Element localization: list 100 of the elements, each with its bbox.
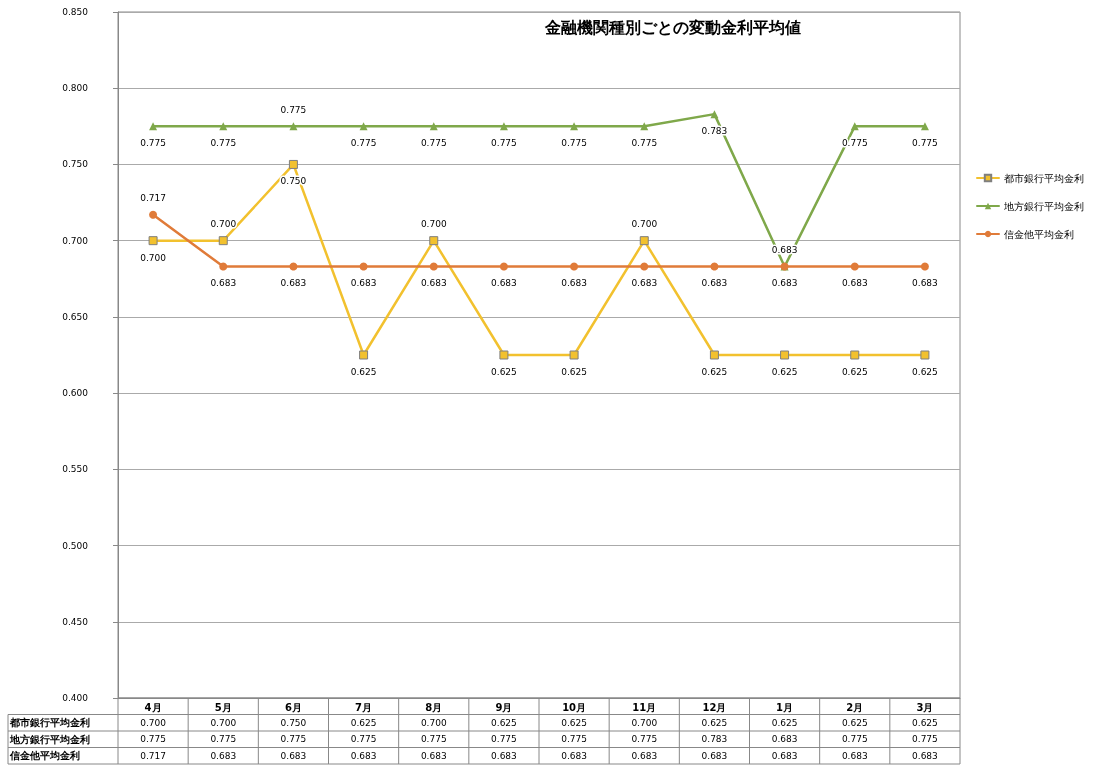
point	[570, 262, 579, 271]
x-tick-label: 10月	[562, 701, 587, 713]
y-tick-label: 0.700	[62, 235, 89, 246]
text: 0.775	[491, 137, 517, 148]
x-tick-label: 3月	[916, 701, 934, 713]
point	[359, 122, 368, 131]
data-label: 0.717	[140, 750, 166, 761]
text: 0.625	[561, 367, 587, 377]
point	[640, 262, 649, 271]
y-tick-label: 0.550	[62, 464, 89, 475]
x-tick-label: 12月	[702, 701, 727, 713]
x-tick-label: 9月	[495, 701, 513, 713]
text: 0.625	[350, 367, 377, 377]
legend-label: 信金他平均金利	[1004, 228, 1074, 240]
data-label: 0.625	[841, 717, 868, 728]
text: 地方銀行平均金利	[10, 733, 90, 745]
y-tick-label: 0.400	[62, 693, 89, 703]
data-label: 0.775	[420, 734, 447, 745]
data-label: 0.700	[210, 717, 237, 728]
data-label: 0.625	[561, 717, 587, 728]
point	[149, 122, 158, 131]
point	[499, 262, 508, 271]
text: 0.775	[210, 137, 237, 148]
text: 0.700	[140, 252, 166, 263]
y-tick-label: 0.750	[62, 159, 89, 170]
data-label: 0.683	[631, 750, 658, 761]
data-label: 0.625	[350, 717, 377, 728]
chart-title: 金融機関種別ごとの変動金利平均値	[544, 17, 801, 37]
data-label: 0.700	[140, 717, 167, 728]
data-label: 0.683	[771, 734, 798, 745]
x-tick-label: 7月	[355, 701, 373, 713]
data-label: 0.700	[420, 717, 447, 728]
y-tick-label: 0.450	[62, 616, 89, 627]
text: 0.683	[912, 278, 938, 289]
text: 0.683	[631, 278, 658, 289]
data-label: 0.683	[210, 750, 237, 761]
text: 0.775	[350, 137, 377, 148]
text: 0.717	[140, 193, 166, 204]
text: 0.700	[210, 218, 237, 229]
data-label: 0.750	[280, 717, 307, 728]
point	[710, 262, 719, 271]
text: 0.625	[841, 367, 868, 377]
text: 0.683	[350, 278, 377, 289]
x-tick-label: 8月	[425, 701, 443, 713]
y-tick-label: 0.500	[62, 540, 89, 551]
x-tick-label: 6月	[284, 701, 302, 713]
point	[570, 122, 579, 131]
data-label: 0.683	[491, 750, 517, 761]
data-label: 0.683	[701, 750, 728, 761]
point	[850, 350, 860, 360]
x-tick-label: 4月	[144, 701, 162, 713]
data-label: 0.775	[280, 734, 307, 745]
data-label: 0.625	[771, 717, 798, 728]
point	[850, 262, 859, 271]
point	[920, 262, 929, 271]
data-label: 0.683	[420, 750, 447, 761]
data-label: 0.683	[841, 750, 868, 761]
x-tick-label: 1月	[776, 701, 794, 713]
data-label: 0.775	[491, 734, 517, 745]
text: 0.683	[561, 278, 587, 289]
text: 0.683	[701, 278, 728, 289]
point	[499, 350, 509, 360]
text: 0.775	[280, 104, 307, 115]
text: 0.683	[841, 278, 868, 289]
x-tick-label: 5月	[214, 701, 232, 713]
data-label: 0.775	[912, 734, 938, 745]
data-label: 0.683	[280, 750, 307, 761]
data-label: 0.683	[771, 750, 798, 761]
y-tick-label: 0.800	[62, 83, 89, 94]
text: 0.775	[420, 137, 447, 148]
text: 0.683	[491, 278, 517, 289]
text: 0.625	[701, 367, 728, 377]
text: 信金他平均金利	[10, 750, 80, 762]
point	[149, 210, 158, 219]
text: 0.700	[631, 218, 658, 229]
point	[359, 350, 369, 360]
data-label: 0.625	[491, 717, 517, 728]
legend-label: 都市銀行平均金利	[1004, 172, 1084, 184]
text: 0.775	[140, 137, 166, 148]
point	[780, 350, 790, 360]
data-label: 0.775	[210, 734, 237, 745]
y-tick-label: 0.600	[62, 388, 89, 399]
text: 0.625	[771, 367, 798, 377]
point	[709, 350, 719, 360]
text: 0.683	[771, 278, 798, 289]
point	[218, 236, 228, 246]
data-label: 0.625	[912, 717, 938, 728]
text: 0.683	[420, 278, 447, 289]
point	[359, 262, 368, 271]
y-tick-label: 0.850	[62, 7, 89, 17]
point	[148, 236, 158, 246]
text: 0.775	[912, 137, 938, 148]
point	[639, 236, 649, 246]
point	[710, 110, 719, 119]
legend-label: 地方銀行平均金利	[1003, 200, 1084, 212]
data-label: 0.775	[140, 734, 166, 745]
x-tick-label: 11月	[632, 701, 657, 713]
text: 0.775	[631, 137, 658, 148]
text: 0.683	[210, 278, 237, 289]
text: 0.683	[280, 278, 307, 289]
